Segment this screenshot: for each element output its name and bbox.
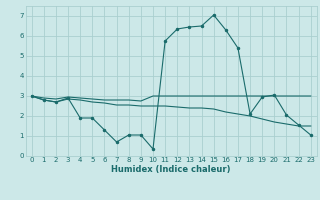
X-axis label: Humidex (Indice chaleur): Humidex (Indice chaleur) <box>111 165 231 174</box>
